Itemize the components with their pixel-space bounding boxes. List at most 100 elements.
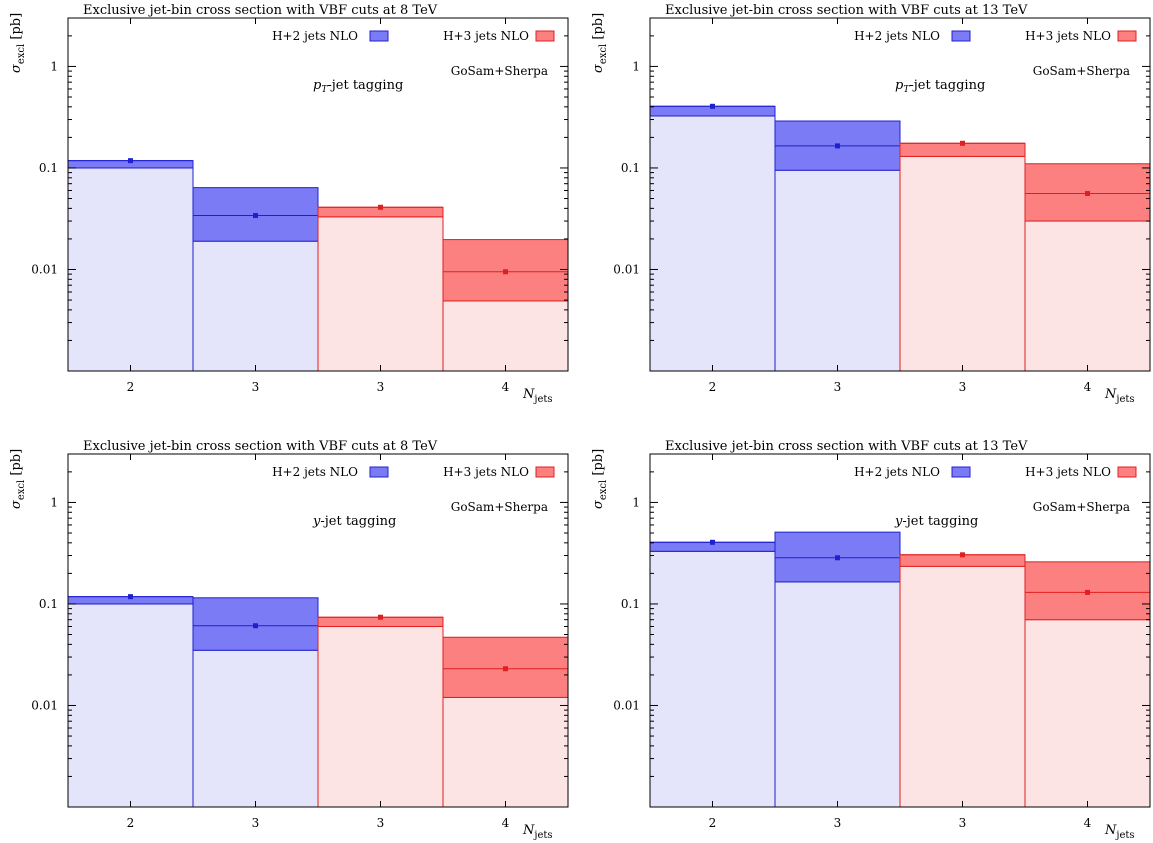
bar-fill [1024,220,1151,372]
x-tick-label: 2 [127,380,135,394]
central-value-point [960,552,965,558]
bar-fill [1024,619,1151,808]
bar-fill [442,300,569,372]
x-tick-label: 4 [502,380,510,394]
generator-label: GoSam+Sherpa [451,64,548,78]
central-value-point [1085,191,1090,197]
x-tick-label: 2 [709,816,717,830]
generator-label: GoSam+Sherpa [1033,64,1130,78]
bar-fill [192,240,319,372]
x-tick-label: 4 [1084,816,1092,830]
chart-panel-4: 1 0.1 0.01 2 3 3 4 Njets σexcl [pb] Exclusive jet… [591,439,1151,841]
x-tick-label: 2 [127,816,135,830]
tagging-label: pT-jet tagging [313,78,403,95]
y-tick-label: 1 [50,495,58,509]
chart-title: Exclusive jet-bin cross section with VBF… [83,3,438,18]
legend-swatch-h3 [1117,466,1137,478]
x-tick-label: 3 [834,816,842,830]
bar-fill [649,115,776,372]
bar-fill [317,216,444,372]
bar-fill [774,169,901,372]
x-tick-label: 3 [377,816,385,830]
y-axis-label: σexcl [pb] [591,449,609,509]
x-tick-label: 3 [252,816,260,830]
x-axis-label: Njets [522,387,553,405]
central-value-point [378,614,383,620]
chart-title: Exclusive jet-bin cross section with VBF… [665,439,1028,454]
legend-swatch-h3 [1117,30,1137,42]
x-tick-label: 4 [502,816,510,830]
bar-fill [192,649,319,808]
bar-fill [67,603,194,808]
central-value-point [128,594,133,600]
legend-swatch-h3 [535,30,555,42]
legend-label-h3: H+3 jets NLO [1025,465,1111,479]
bar-fill [774,581,901,808]
tagging-label: y-jet tagging [312,514,396,529]
chart-title: Exclusive jet-bin cross section with VBF… [83,439,438,454]
legend-swatch-h2 [951,466,971,478]
x-tick-label: 2 [709,380,717,394]
central-value-point [960,140,965,146]
generator-label: GoSam+Sherpa [1033,500,1130,514]
bar-fill [899,565,1026,808]
central-value-point [503,666,508,672]
legend-label-h2: H+2 jets NLO [854,29,940,43]
bar-fill [67,167,194,372]
x-tick-label: 3 [377,380,385,394]
y-tick-label: 0.1 [621,597,640,611]
generator-label: GoSam+Sherpa [451,500,548,514]
central-value-point [128,158,133,164]
plot-frame [67,453,569,808]
central-value-point [835,555,840,561]
legend-swatch-h2 [369,30,389,42]
x-tick-label: 3 [959,816,967,830]
x-axis-label: Njets [1104,387,1135,405]
y-axis-label: σexcl [pb] [591,13,609,73]
central-value-point [710,103,715,109]
tagging-label: y-jet tagging [894,514,978,529]
x-axis-label: Njets [522,823,553,841]
x-tick-label: 3 [834,380,842,394]
y-tick-label: 0.1 [39,161,58,175]
y-tick-label: 0.01 [31,698,58,712]
y-axis-label: σexcl [pb] [9,449,27,509]
y-tick-label: 1 [50,59,58,73]
central-value-point [378,204,383,210]
y-tick-label: 0.01 [613,698,640,712]
x-tick-label: 3 [959,380,967,394]
legend-label-h3: H+3 jets NLO [1025,29,1111,43]
y-tick-label: 0.1 [621,161,640,175]
y-axis-label: σexcl [pb] [9,13,27,73]
bar-fill [649,550,776,808]
central-value-point [835,143,840,149]
y-tick-label: 0.01 [613,262,640,276]
central-value-point [503,269,508,275]
chart-title: Exclusive jet-bin cross section with VBF… [665,3,1028,18]
bar-fill [442,696,569,808]
x-axis-label: Njets [1104,823,1135,841]
y-tick-label: 1 [632,59,640,73]
plot-frame [649,17,1151,372]
y-tick-label: 0.01 [31,262,58,276]
y-tick-label: 1 [632,495,640,509]
bar-fill [317,625,444,808]
chart-panel-3: 1 0.1 0.01 2 3 3 4 Njets σexcl [pb] Exclusive jet… [9,439,569,841]
plot-frame [649,453,1151,808]
central-value-point [1085,589,1090,595]
chart-panel-1: 1 0.1 0.01 2 3 3 4 Njets σexcl [pb] Exclusive jet… [9,3,569,405]
legend-label-h3: H+3 jets NLO [443,29,529,43]
bar-fill [899,155,1026,372]
tagging-label: pT-jet tagging [895,78,985,95]
y-tick-label: 0.1 [39,597,58,611]
x-tick-label: 3 [252,380,260,394]
legend-label-h3: H+3 jets NLO [443,465,529,479]
legend-label-h2: H+2 jets NLO [272,465,358,479]
central-value-point [710,539,715,545]
chart-panel-2: 1 0.1 0.01 2 3 3 4 Njets σexcl [pb] Exclusive jet… [591,3,1151,405]
central-value-point [253,623,258,629]
x-tick-label: 4 [1084,380,1092,394]
legend-swatch-h2 [951,30,971,42]
plot-frame [67,17,569,372]
